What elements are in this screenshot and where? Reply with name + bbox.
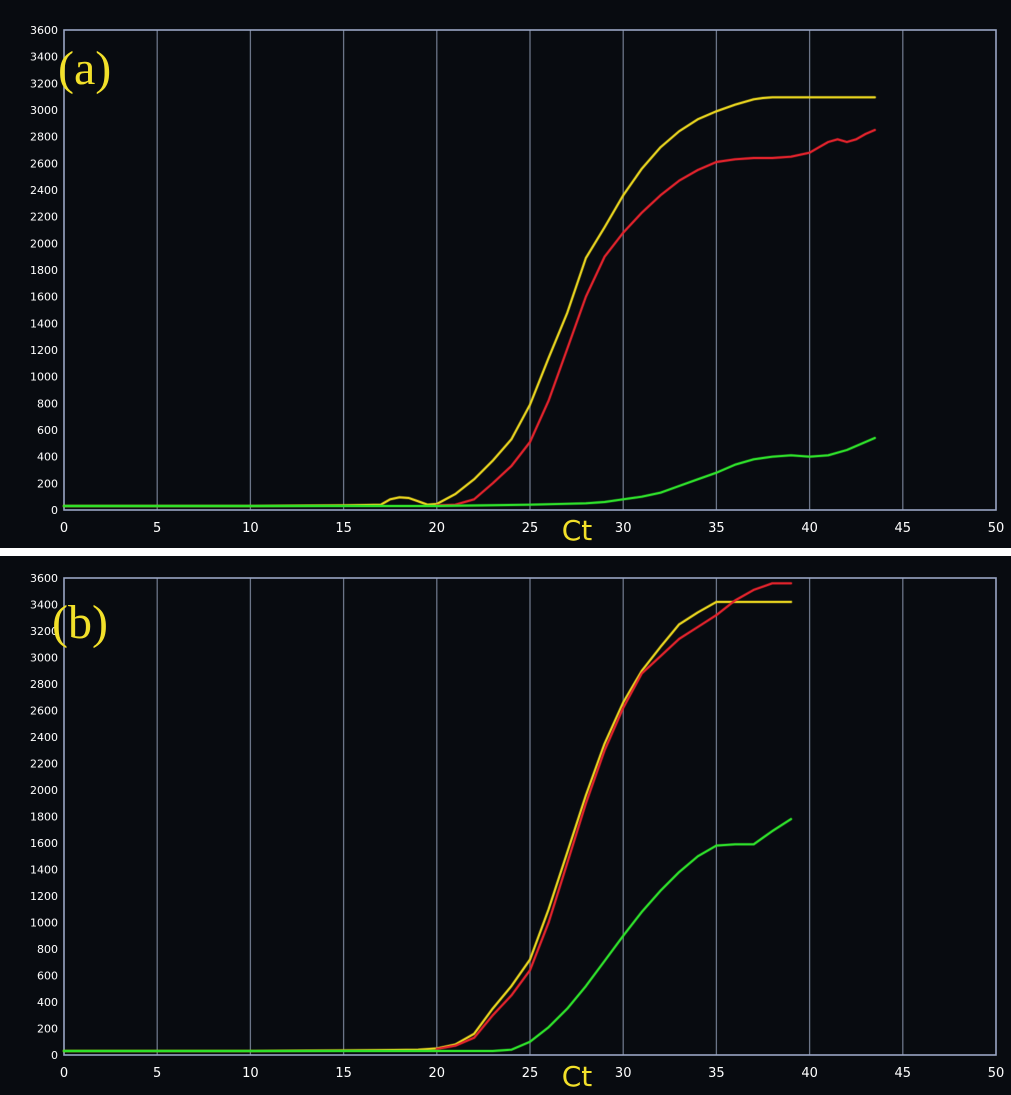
y-tick-label: 1400 [30,864,58,877]
x-tick-label: 5 [153,521,161,536]
x-tick-label: 50 [988,1066,1005,1081]
y-tick-label: 1800 [30,264,58,277]
y-tick-label: 600 [37,970,58,983]
panel-label: (b) [52,596,108,649]
x-tick-label: 25 [522,521,539,536]
x-tick-label: 0 [60,521,68,536]
series-glow [62,600,793,1053]
x-tick-label: 35 [708,1066,725,1081]
series-line-1 [435,129,876,507]
series-line-0 [63,600,792,1052]
panel-label: (a) [58,42,111,95]
y-tick-label: 3600 [30,572,58,585]
chart-panel-a: 0 200 400 600 800 1000 1200 1400 1600 1800 2000 220… [0,0,1011,548]
y-tick-label: 3400 [30,51,58,64]
x-tick-label: 20 [429,521,446,536]
x-tick-label: 5 [153,1066,161,1081]
y-tick-label: 0 [51,504,58,517]
chart-panel-b: 0 200 400 600 800 1000 1200 1400 1600 1800 2000 220… [0,556,1011,1095]
x-tick-label: 45 [895,521,912,536]
y-tick-label: 1200 [30,344,58,357]
y-tick-label: 3400 [30,599,58,612]
x-tick-label: 0 [60,1066,68,1081]
x-tick-label: 40 [801,521,818,536]
x-axis-label: Ct [562,514,593,547]
y-tick-label: 3200 [30,77,58,90]
y-tick-label: 1800 [30,811,58,824]
x-axis-label: Ct [562,1060,593,1093]
chart-a-svg: 0200400600800100012001400160018002000220… [30,24,1005,547]
y-tick-label: 1000 [30,917,58,930]
y-tick-label: 2000 [30,784,58,797]
y-tick-label: 2400 [30,184,58,197]
x-tick-label: 25 [522,1066,539,1081]
series-line-2 [63,437,876,507]
y-tick-label: 2600 [30,157,58,170]
y-tick-label: 1600 [30,291,58,304]
y-tick-label: 1200 [30,890,58,903]
x-tick-label: 10 [242,1066,259,1081]
x-tick-label: 30 [615,1066,632,1081]
series-glow [62,436,877,508]
y-tick-label: 2200 [30,211,58,224]
series-line-2 [63,818,792,1052]
x-tick-label: 15 [335,521,352,536]
series-glow [435,581,793,1051]
x-tick-label: 15 [335,1066,352,1081]
plot-frame [63,29,997,511]
y-tick-label: 2800 [30,678,58,691]
chart-b-svg: 0200400600800100012001400160018002000220… [30,572,1005,1093]
x-tick-label: 40 [801,1066,818,1081]
y-tick-label: 2600 [30,705,58,718]
y-tick-label: 800 [37,943,58,956]
x-tick-label: 45 [895,1066,912,1081]
y-tick-label: 3600 [30,24,58,37]
y-tick-label: 2000 [30,237,58,250]
x-tick-label: 50 [988,521,1005,536]
y-tick-label: 2400 [30,731,58,744]
y-tick-label: 3200 [30,625,58,638]
y-tick-label: 800 [37,397,58,410]
y-tick-label: 400 [37,996,58,1009]
x-tick-label: 20 [429,1066,446,1081]
y-tick-label: 600 [37,424,58,437]
y-tick-label: 0 [51,1049,58,1062]
series-line-1 [435,582,792,1050]
y-tick-label: 1600 [30,837,58,850]
y-tick-label: 200 [37,477,58,490]
series-line-0 [63,96,876,507]
x-tick-label: 30 [615,521,632,536]
plot-frame [63,577,997,1056]
series-glow [62,817,793,1053]
x-tick-label: 35 [708,521,725,536]
y-tick-label: 2800 [30,131,58,144]
y-tick-label: 1400 [30,317,58,330]
y-tick-label: 2200 [30,758,58,771]
x-tick-label: 10 [242,521,259,536]
y-tick-label: 400 [37,451,58,464]
y-tick-label: 3000 [30,652,58,665]
y-tick-label: 1000 [30,371,58,384]
y-tick-label: 200 [37,1023,58,1036]
y-tick-label: 3000 [30,104,58,117]
